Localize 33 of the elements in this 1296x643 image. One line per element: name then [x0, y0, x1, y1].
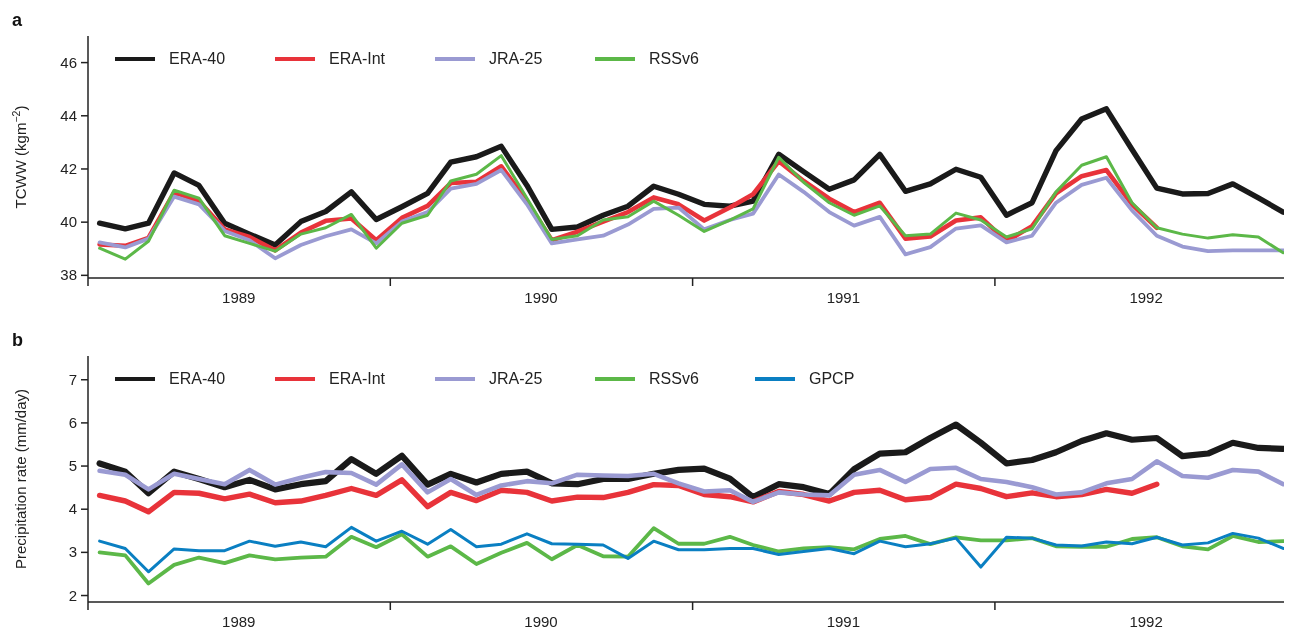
y-tick-label: 42 — [60, 159, 77, 177]
y-tick-label: 4 — [68, 500, 77, 518]
legend-label: JRA-25 — [489, 50, 543, 68]
y-tick-label: 40 — [60, 213, 77, 231]
y-tick-label: 46 — [60, 53, 77, 71]
legend-label: ERA-Int — [329, 50, 386, 68]
legend-label: RSSv6 — [649, 50, 699, 68]
x-tick-label: 1989 — [222, 288, 256, 306]
x-tick-label: 1992 — [1129, 288, 1163, 306]
y-tick-label: 3 — [68, 543, 77, 561]
chart-title: b — [12, 330, 23, 351]
y-axis-title: Precipitation rate (mm/day) — [12, 388, 29, 570]
x-tick-label: 1989 — [222, 612, 256, 630]
line-series — [97, 459, 1284, 505]
y-tick-label: 2 — [68, 586, 77, 604]
y-tick-label: 6 — [68, 413, 77, 431]
x-tick-label: 1990 — [524, 612, 558, 630]
legend-label: GPCP — [809, 370, 855, 388]
legend-label: RSSv6 — [649, 370, 699, 388]
x-tick-label: 1991 — [826, 288, 861, 306]
legend-label: JRA-25 — [489, 370, 543, 388]
x-tick-label: 1991 — [826, 612, 861, 630]
legend-label: ERA-40 — [169, 370, 226, 388]
x-tick-label: 1992 — [1129, 612, 1163, 630]
line-series — [98, 525, 1284, 574]
y-tick-label: 38 — [60, 266, 77, 284]
y-tick-label: 5 — [68, 457, 77, 475]
x-tick-label: 1990 — [524, 288, 558, 306]
legend-label: ERA-Int — [329, 370, 386, 388]
chart-title: a — [12, 10, 23, 31]
y-tick-label: 7 — [68, 370, 77, 388]
y-tick-label: 44 — [60, 106, 77, 124]
legend-label: ERA-40 — [169, 50, 226, 68]
